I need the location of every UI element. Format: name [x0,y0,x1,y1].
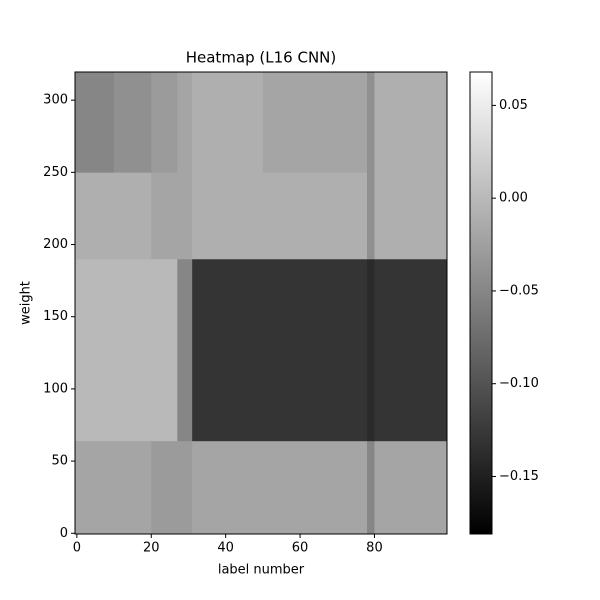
heatmap-cell [177,258,193,442]
heatmap-cell [151,258,178,442]
heatmap-cell [367,172,375,260]
heatmap-cell [177,72,193,173]
heatmap-cell [114,258,152,442]
heatmap-cell [367,440,375,535]
heatmap-cell [262,72,368,173]
heatmap-cell [114,172,152,260]
heatmap-cell [151,72,178,173]
x-axis-label: label number [218,563,305,578]
heatmap-cell [75,172,115,260]
heatmap-cell [75,258,115,442]
heatmap-cell [114,72,152,173]
heatmap-cell [262,258,368,442]
heatmap-cell [192,172,264,260]
colorbar-tick-label: 0.00 [499,191,528,206]
colorbar-tick-label: −0.10 [499,376,539,391]
heatmap-cell [374,72,448,173]
plot-frame [74,71,448,535]
heatmap-cell [177,440,193,535]
heatmap-cell [367,258,375,442]
chart-title: Heatmap (L16 CNN) [186,49,337,67]
colorbar-tick-label: −0.15 [499,469,539,484]
heatmap-cell [177,172,193,260]
colorbar [469,71,493,535]
x-tick-label: 80 [366,541,383,556]
y-tick-label: 50 [51,454,68,469]
heatmap-cell [262,172,368,260]
x-tick-label: 20 [143,541,160,556]
heatmap-cell [367,72,375,173]
y-tick-label: 0 [60,526,68,541]
y-tick-label: 150 [43,309,68,324]
x-tick-label: 40 [217,541,234,556]
heatmap-cell [192,440,264,535]
y-tick-label: 100 [43,381,68,396]
x-tick-label: 0 [73,541,81,556]
heatmap-cell [192,72,264,173]
heatmap-cell [151,172,178,260]
y-tick-label: 200 [43,237,68,252]
y-axis-label: weight [19,281,34,325]
y-tick-label: 300 [43,93,68,108]
heatmap-cell [151,440,178,535]
heatmap-cell [374,258,448,442]
x-tick-label: 60 [292,541,309,556]
y-tick-label: 250 [43,165,68,180]
heatmap-cell [374,440,448,535]
heatmap-cell [114,440,152,535]
heatmap-cell [192,258,264,442]
heatmap-cell [262,440,368,535]
heatmap-cell [75,72,115,173]
heatmap-cell [75,440,115,535]
colorbar-tick-label: 0.05 [499,98,528,113]
colorbar-tick-label: −0.05 [499,283,539,298]
heatmap-cell [374,172,448,260]
